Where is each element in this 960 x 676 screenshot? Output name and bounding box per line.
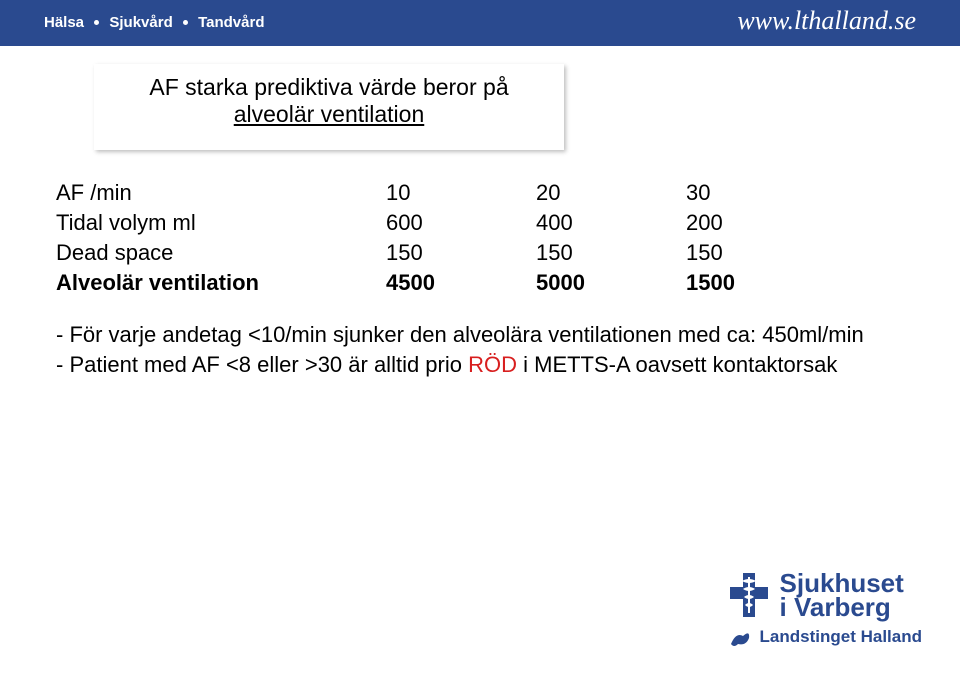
row-value: 150: [686, 238, 806, 268]
table-row: Alveolär ventilation 4500 5000 1500: [56, 268, 806, 298]
org-name: Landstinget Halland: [760, 627, 922, 647]
row-label: Dead space: [56, 238, 386, 268]
row-label: AF /min: [56, 178, 386, 208]
row-value: 30: [686, 178, 806, 208]
row-value: 4500: [386, 268, 536, 298]
title-line-1: AF starka prediktiva värde beror på: [94, 74, 564, 101]
row-value: 5000: [536, 268, 686, 298]
row-value: 200: [686, 208, 806, 238]
row-value: 20: [536, 178, 686, 208]
header-word-1: Hälsa: [44, 14, 84, 31]
header-word-2: Sjukvård: [109, 14, 172, 31]
title-box: AF starka prediktiva värde beror på alve…: [94, 64, 564, 150]
bullet-line-1: - För varje andetag <10/min sjunker den …: [56, 320, 864, 350]
table-row: AF /min 10 20 30: [56, 178, 806, 208]
header-bar: Hälsa Sjukvård Tandvård www.lthalland.se: [0, 0, 960, 46]
table-row: Dead space 150 150 150: [56, 238, 806, 268]
row-label: Alveolär ventilation: [56, 268, 386, 298]
row-value: 150: [386, 238, 536, 268]
cross-caduceus-icon: [728, 571, 770, 619]
title-line-2: alveolär ventilation: [94, 101, 564, 128]
header-separator-dot: [183, 20, 188, 25]
table-row: Tidal volym ml 600 400 200: [56, 208, 806, 238]
header-left-text: Hälsa Sjukvård Tandvård: [44, 14, 265, 31]
bullet-list: - För varje andetag <10/min sjunker den …: [56, 320, 864, 379]
row-value: 600: [386, 208, 536, 238]
org-logo: Landstinget Halland: [728, 626, 922, 648]
bullet-2-post: i METTS-A oavsett kontaktorsak: [517, 352, 837, 377]
header-url: www.lthalland.se: [737, 6, 916, 36]
bullet-line-2: - Patient med AF <8 eller >30 är alltid …: [56, 350, 864, 380]
bullet-2-red-word: RÖD: [468, 352, 517, 377]
hospital-logo: Sjukhuset i Varberg: [728, 571, 922, 620]
row-value: 10: [386, 178, 536, 208]
footer-logo-block: Sjukhuset i Varberg Landstinget Halland: [728, 571, 922, 648]
bullet-2-pre: - Patient med AF <8 eller >30 är alltid …: [56, 352, 468, 377]
header-separator-dot: [94, 20, 99, 25]
row-value: 150: [536, 238, 686, 268]
header-word-3: Tandvård: [198, 14, 264, 31]
ventilation-table: AF /min 10 20 30 Tidal volym ml 600 400 …: [56, 178, 806, 298]
bird-icon: [728, 626, 752, 648]
row-value: 400: [536, 208, 686, 238]
row-value: 1500: [686, 268, 806, 298]
row-label: Tidal volym ml: [56, 208, 386, 238]
hospital-name-2: i Varberg: [780, 595, 904, 620]
